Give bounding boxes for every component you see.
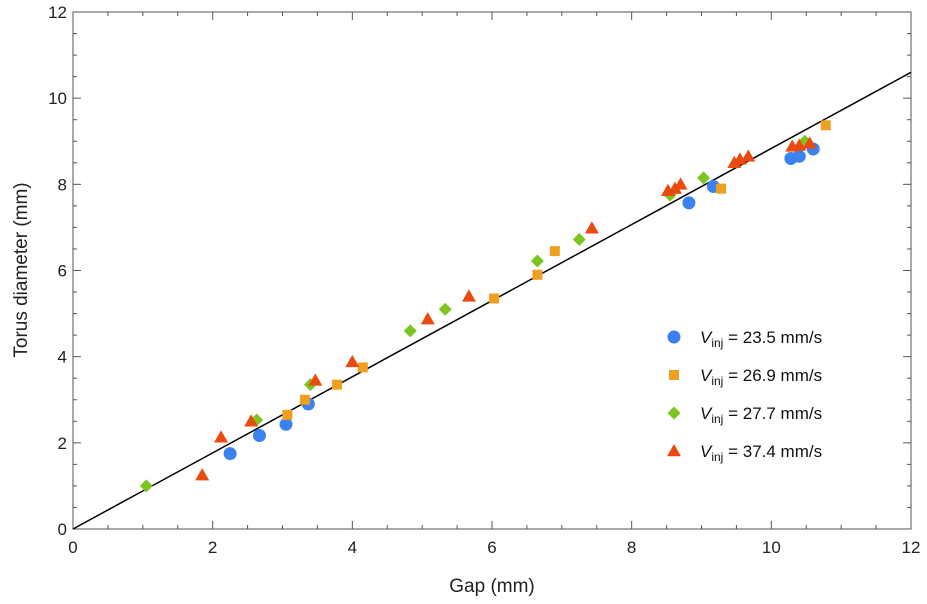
data-point — [345, 354, 360, 368]
data-point — [549, 246, 560, 257]
data-point — [282, 409, 293, 420]
x-tick-label: 10 — [762, 538, 781, 557]
data-point — [682, 196, 696, 210]
data-point — [299, 394, 310, 405]
legend: Vinj = 23.5 mm/s Vinj = 26.9 mm/s Vinj = 2… — [667, 328, 822, 464]
legend-marker — [667, 406, 681, 420]
data-point — [716, 183, 727, 194]
legend-entry: Vinj = 37.4 mm/s — [700, 442, 822, 464]
data-point — [792, 149, 806, 163]
y-tick-label: 6 — [58, 262, 67, 281]
legend-entry: Vinj = 26.9 mm/s — [700, 366, 822, 388]
data-point — [403, 324, 417, 338]
data-point — [308, 373, 323, 386]
data-point — [223, 447, 237, 461]
legend-marker — [667, 330, 681, 344]
series-4 — [195, 136, 817, 481]
y-tick-label: 0 — [58, 520, 67, 539]
legend-entry: Vinj = 27.7 mm/s — [700, 404, 822, 426]
data-point — [438, 302, 452, 316]
axis-ticks — [72, 11, 912, 530]
y-tick-label: 12 — [48, 3, 67, 22]
y-tick-label: 8 — [58, 175, 67, 194]
x-tick-label: 2 — [208, 538, 217, 557]
data-point — [572, 232, 586, 246]
data-point — [244, 414, 259, 427]
data-point — [489, 293, 500, 304]
x-tick-label: 6 — [487, 538, 496, 557]
data-point — [584, 221, 599, 234]
data-point — [195, 468, 210, 481]
data-point — [741, 149, 756, 162]
data-point — [530, 254, 544, 268]
data-point — [532, 269, 543, 280]
data-point — [139, 479, 153, 493]
data-points — [139, 120, 831, 493]
series-1 — [223, 142, 820, 461]
data-point — [357, 362, 368, 373]
data-point — [820, 120, 831, 131]
y-tick-label: 2 — [58, 434, 67, 453]
x-tick-label: 12 — [902, 538, 921, 557]
x-tick-label: 8 — [627, 538, 636, 557]
legend-marker — [667, 444, 681, 457]
x-axis-label: Gap (mm) — [449, 576, 535, 597]
tick-labels: 0 2 4 6 8 10 12 0 2 4 6 8 10 12 — [48, 3, 920, 557]
y-tick-label: 10 — [48, 89, 67, 108]
data-point — [279, 417, 293, 431]
data-point — [461, 289, 476, 302]
x-tick-label: 0 — [68, 538, 77, 557]
data-point — [697, 171, 711, 185]
x-tick-label: 4 — [348, 538, 357, 557]
data-point — [420, 312, 435, 325]
data-point — [727, 155, 742, 169]
legend-marker — [669, 370, 679, 380]
data-point — [792, 138, 807, 151]
y-tick-label: 4 — [58, 348, 67, 367]
y-axis-label: Torus diameter (mm) — [11, 182, 32, 357]
data-point — [802, 136, 817, 149]
data-point — [252, 429, 266, 443]
legend-entry: Vinj = 23.5 mm/s — [700, 328, 822, 350]
data-point — [214, 430, 229, 443]
series-2 — [282, 120, 831, 420]
data-point — [673, 177, 688, 190]
data-point — [331, 379, 342, 390]
